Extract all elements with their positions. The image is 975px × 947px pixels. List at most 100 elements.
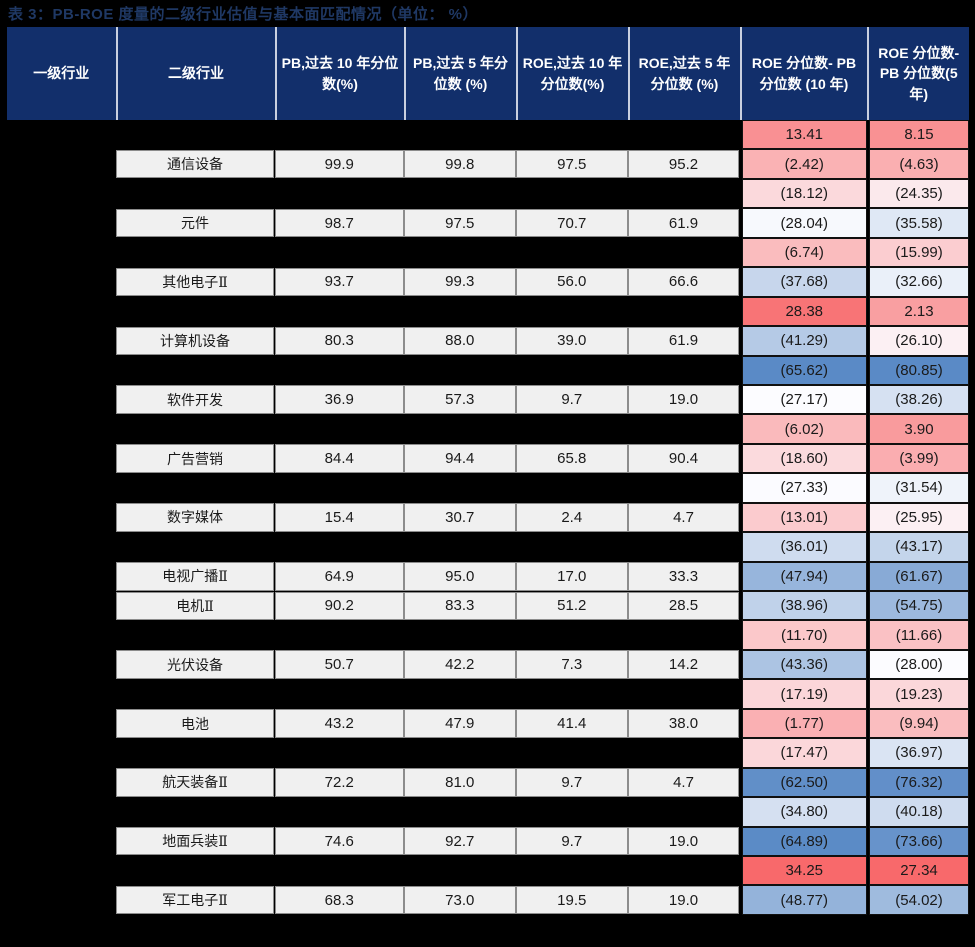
pb5-cell: 57.3: [404, 385, 516, 414]
header-cell-secondary-industry: 二级行业: [115, 27, 275, 120]
diff5-cell: (26.10): [869, 326, 969, 356]
pb10-cell: 74.6: [275, 827, 404, 856]
roe5-cell: 38.0: [628, 709, 739, 738]
diff5-cell: (4.63): [869, 149, 969, 179]
roe5-cell: 4.7: [628, 768, 739, 797]
roe10-cell: 17.0: [516, 562, 628, 591]
roe10-cell: 97.5: [516, 149, 628, 179]
diff5-cell: (3.99): [869, 443, 969, 474]
diff10-cell: 34.25: [742, 856, 867, 886]
pb5-cell: 92.7: [404, 827, 516, 856]
pb10-cell: 36.9: [275, 385, 404, 414]
pb10-cell: 80.3: [275, 326, 404, 356]
pb10-cell: 84.4: [275, 444, 404, 473]
pb-roe-table: 一级行业 二级行业 PB,过去 10 年分位数(%) PB,过去 5 年分位数 …: [7, 27, 969, 915]
header-cell-primary-industry: 一级行业: [33, 65, 90, 82]
pb10-cell: 64.9: [275, 562, 404, 591]
diff5-cell: 8.15: [869, 120, 969, 150]
secondary-industry-cell: 地面兵装Ⅱ: [116, 827, 274, 856]
secondary-industry-cell: 其他电子Ⅱ: [116, 267, 274, 297]
diff10-cell: (17.19): [742, 679, 867, 709]
roe5-cell: 14.2: [628, 650, 739, 679]
diff5-cell: (25.95): [869, 502, 969, 533]
header-cell-roe-10y: ROE,过去 10 年分位数(%): [515, 27, 628, 120]
pb5-cell: 99.3: [404, 267, 516, 297]
pb5-cell: 73.0: [404, 885, 516, 915]
diff10-cell: (36.01): [742, 532, 867, 562]
table-title: 表 3：PB-ROE 度量的二级行业估值与基本面匹配情况（单位： %）: [8, 5, 479, 23]
pb10-cell: 93.7: [275, 267, 404, 297]
roe5-cell: 19.0: [628, 885, 739, 915]
pb5-cell: 42.2: [404, 650, 516, 679]
table-header-row: 一级行业 二级行业 PB,过去 10 年分位数(%) PB,过去 5 年分位数 …: [7, 27, 969, 120]
roe10-cell: 65.8: [516, 444, 628, 473]
roe5-cell: 28.5: [628, 591, 739, 620]
diff5-cell: 2.13: [869, 296, 969, 327]
pb10-cell: 99.9: [275, 149, 404, 179]
diff10-cell: (6.02): [742, 414, 867, 444]
secondary-industry-cell: 航天装备Ⅱ: [116, 768, 274, 797]
header-cell-pb-10y: PB,过去 10 年分位数(%): [274, 27, 404, 120]
diff5-cell: (61.67): [869, 561, 969, 592]
pb5-cell: 47.9: [404, 709, 516, 738]
diff10-cell: 28.38: [742, 296, 867, 327]
diff5-cell: (36.97): [869, 738, 969, 768]
pb10-cell: 98.7: [275, 208, 404, 238]
table-body: 13.41 8.15 (2.42) (4.63) (18.12) (24.35) (28.0…: [7, 120, 969, 915]
roe10-cell: 70.7: [516, 208, 628, 238]
diff10-cell: (47.94): [742, 561, 867, 592]
diff5-cell: (54.02): [869, 885, 969, 915]
diff5-cell: 27.34: [869, 856, 969, 886]
diff5-cell: 3.90: [869, 414, 969, 444]
secondary-industry-cell: 计算机设备: [116, 326, 274, 356]
pb10-cell: 15.4: [275, 503, 404, 532]
diff5-cell: (38.26): [869, 384, 969, 415]
roe10-cell: 51.2: [516, 591, 628, 620]
pb5-cell: 88.0: [404, 326, 516, 356]
pb5-cell: 83.3: [404, 591, 516, 620]
diff10-cell: (34.80): [742, 797, 867, 827]
roe10-cell: 7.3: [516, 650, 628, 679]
diff5-cell: (9.94): [869, 708, 969, 739]
header-cell-diff-10y: ROE 分位数- PB 分位数 (10 年): [739, 27, 867, 120]
roe10-cell: 9.7: [516, 385, 628, 414]
diff5-cell: (73.66): [869, 826, 969, 856]
diff5-cell: (28.00): [869, 649, 969, 680]
header-cell-roe-5y: ROE,过去 5 年分位数 (%): [627, 27, 740, 120]
secondary-industry-cell: 军工电子Ⅱ: [116, 885, 274, 915]
diff10-cell: (18.60): [742, 443, 867, 474]
pb10-cell: 68.3: [275, 885, 404, 915]
diff10-cell: (48.77): [742, 885, 867, 915]
secondary-industry-cell: 电池: [116, 709, 274, 738]
diff10-cell: (2.42): [742, 149, 867, 179]
diff5-cell: (32.66): [869, 267, 969, 297]
diff5-cell: (76.32): [869, 767, 969, 798]
roe5-cell: 4.7: [628, 503, 739, 532]
diff5-cell: (43.17): [869, 532, 969, 562]
diff5-cell: (40.18): [869, 797, 969, 827]
header-cell-diff-5y: ROE 分位数-PB 分位数(5 年): [866, 27, 970, 120]
diff10-cell: (62.50): [742, 767, 867, 798]
secondary-industry-cell: 通信设备: [116, 149, 274, 179]
diff5-cell: (35.58): [869, 208, 969, 238]
diff10-cell: (1.77): [742, 708, 867, 739]
roe10-cell: 9.7: [516, 827, 628, 856]
roe5-cell: 61.9: [628, 208, 739, 238]
roe10-cell: 19.5: [516, 885, 628, 915]
secondary-industry-cell: 元件: [116, 208, 274, 238]
diff10-cell: 13.41: [742, 120, 867, 150]
secondary-industry-cell: 电机Ⅱ: [116, 591, 274, 620]
roe10-cell: 2.4: [516, 503, 628, 532]
pb5-cell: 94.4: [404, 444, 516, 473]
secondary-industry-cell: 软件开发: [116, 385, 274, 414]
diff10-cell: (37.68): [742, 267, 867, 297]
diff10-cell: (64.89): [742, 826, 867, 856]
diff5-cell: (19.23): [869, 679, 969, 709]
secondary-industry-cell: 数字媒体: [116, 503, 274, 532]
pb5-cell: 95.0: [404, 562, 516, 591]
roe10-cell: 9.7: [516, 768, 628, 797]
roe5-cell: 95.2: [628, 149, 739, 179]
secondary-industry-cell: 广告营销: [116, 444, 274, 473]
pb5-cell: 81.0: [404, 768, 516, 797]
